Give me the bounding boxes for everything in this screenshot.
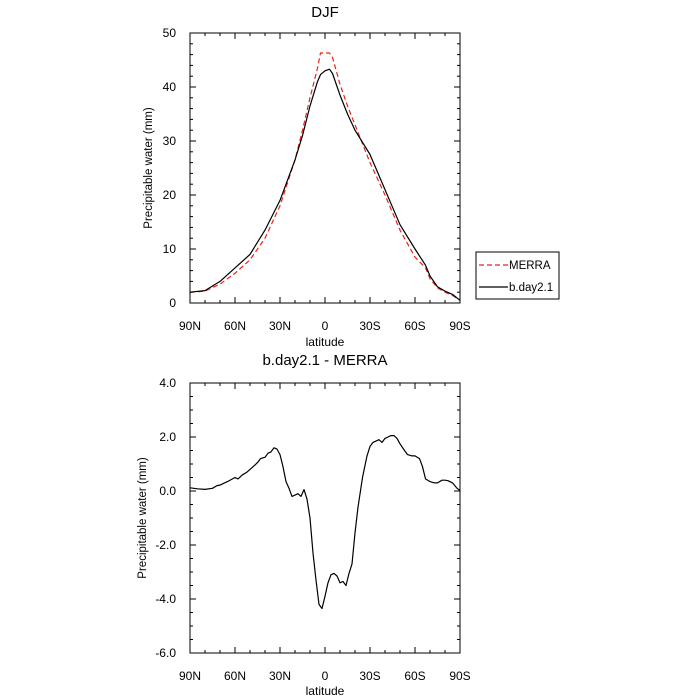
y-tick-label: 10 [163, 242, 177, 256]
x-tick-label: 0 [322, 669, 329, 683]
x-tick-label: 60S [404, 669, 425, 683]
tick-marks [189, 382, 461, 654]
series-line-merra [189, 52, 461, 301]
x-tick-label: 60N [224, 669, 246, 683]
x-tick-label: 30N [269, 669, 291, 683]
series-line-b-day2-1-merra [189, 435, 461, 610]
x-tick-label: 30N [269, 319, 291, 333]
y-tick-label: 50 [163, 26, 177, 40]
x-tick-label: 90S [449, 319, 470, 333]
y-tick-label: 4.0 [159, 376, 176, 390]
legend-label-bday: b.day2.1 [509, 282, 553, 294]
x-tick-label: 90S [449, 669, 470, 683]
x-tick-label: 30S [359, 319, 380, 333]
x-axis-label: latitude [306, 684, 345, 698]
x-tick-label: 90N [179, 669, 201, 683]
legend: MERRA b.day2.1 [475, 251, 560, 300]
tick-labels: 90N 60N 30N 0 30S 60S 90S 0 10 20 30 40 50 [163, 26, 471, 333]
x-tick-label: 30S [359, 669, 380, 683]
x-axis-label: latitude [306, 335, 345, 349]
chart-title: DJF [311, 4, 339, 21]
x-tick-label: 60N [224, 319, 246, 333]
y-tick-label: 20 [163, 188, 177, 202]
y-tick-label: -2.0 [155, 538, 176, 552]
plot-frame [189, 32, 461, 304]
y-tick-label: 40 [163, 80, 177, 94]
series-lines [189, 435, 461, 610]
y-tick-label: 0 [169, 296, 176, 310]
y-tick-label: 2.0 [159, 430, 176, 444]
tick-labels: 90N 60N 30N 0 30S 60S 90S -6.0 -4.0 -2.0 0.0 2.0 4.0 [155, 376, 470, 683]
y-tick-label: 0.0 [159, 484, 176, 498]
y-axis-label: Precipitable water (mm) [143, 107, 155, 229]
y-axis-label: Precipitable water (mm) [137, 457, 149, 579]
x-tick-label: 0 [322, 319, 329, 333]
y-tick-label: -4.0 [155, 592, 176, 606]
panel-djf: DJF Precipitable water (mm) latitude 90N… [143, 4, 471, 349]
chart-title: b.day2.1 - MERRA [262, 352, 387, 369]
plot-frame [189, 382, 461, 654]
legend-label-merra: MERRA [509, 260, 551, 272]
y-tick-label: -6.0 [155, 646, 176, 660]
x-tick-label: 90N [179, 319, 201, 333]
x-tick-label: 60S [404, 319, 425, 333]
panel-difference: b.day2.1 - MERRA Precipitable water (mm)… [137, 352, 471, 698]
series-lines [189, 52, 461, 301]
y-tick-label: 30 [163, 134, 177, 148]
series-line-b-day2-1 [189, 68, 461, 301]
legend-box [475, 251, 560, 300]
